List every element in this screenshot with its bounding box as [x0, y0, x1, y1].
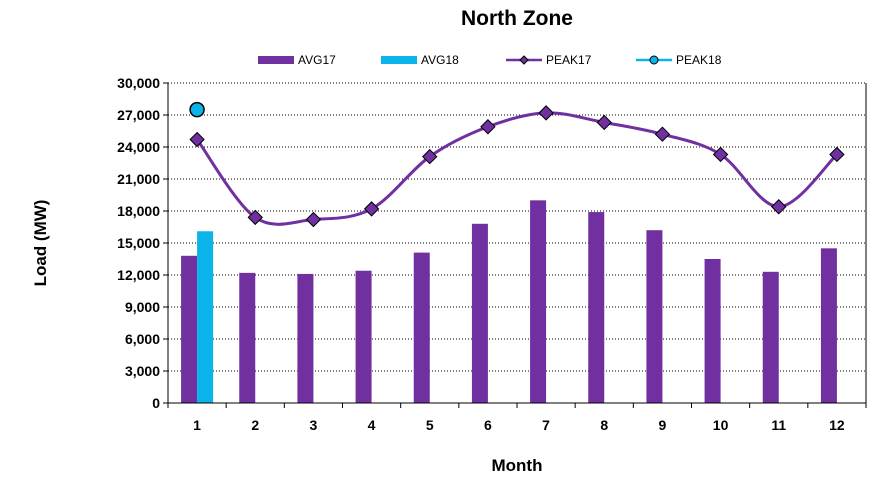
y-tick-label: 12,000: [117, 267, 160, 283]
x-tick-label: 2: [251, 417, 259, 433]
x-tick-label: 9: [659, 417, 667, 433]
legend-marker: [649, 55, 659, 65]
y-tick-label: 24,000: [117, 139, 160, 155]
bar-avg17: [471, 223, 488, 403]
point-peak17: [247, 209, 263, 226]
chart-title: North Zone: [461, 7, 573, 30]
lines: [195, 111, 838, 226]
bar-avg17: [297, 273, 314, 403]
bars: [181, 200, 837, 403]
bar-avg18: [197, 231, 214, 403]
bar-avg17: [530, 200, 547, 403]
y-tick-label: 18,000: [117, 203, 160, 219]
point-peak17: [712, 146, 729, 163]
point-peak17: [538, 105, 554, 121]
legend-item-avg17: AVG17: [258, 53, 336, 67]
legend-label: PEAK18: [676, 53, 722, 67]
y-tick-labels: 0 3,000 6,000 9,000 12,000 15,000 18,000 21,000…: [117, 75, 160, 411]
y-tick-label: 0: [152, 395, 160, 411]
x-tick-label: 3: [310, 417, 318, 433]
y-tick-label: 30,000: [117, 75, 160, 91]
bar-avg17: [355, 270, 372, 403]
y-tick-label: 3,000: [125, 363, 160, 379]
legend-item-peak17: PEAK17: [506, 53, 592, 67]
bar-avg17: [646, 230, 663, 403]
legend-item-avg18: AVG18: [381, 53, 459, 67]
x-tick-label: 12: [829, 417, 845, 433]
x-tick-label: 6: [484, 417, 492, 433]
bar-avg17: [762, 271, 779, 403]
bar-avg17: [413, 252, 430, 403]
bar-avg17: [239, 272, 256, 403]
y-tick-label: 27,000: [117, 107, 160, 123]
x-tick-label: 8: [600, 417, 608, 433]
axes: [167, 83, 867, 408]
bar-avg17: [181, 255, 198, 403]
x-tick-label: 5: [426, 417, 434, 433]
x-tick-label: 11: [771, 417, 786, 433]
legend-label: PEAK17: [546, 53, 592, 67]
bar-avg17: [820, 248, 837, 403]
legend-item-peak18: PEAK18: [636, 53, 722, 67]
point-peak17: [189, 131, 205, 148]
point-peak17: [596, 114, 612, 131]
x-tick-label: 1: [193, 417, 201, 433]
y-tick-label: 15,000: [117, 235, 160, 251]
legend-swatch: [258, 56, 294, 64]
legend-label: AVG17: [298, 53, 336, 67]
line-peak17: [195, 111, 838, 226]
point-peak17: [829, 146, 845, 163]
x-tick-labels: 1 2 3 4 5 6 7 8 9 10 11 12: [193, 417, 845, 433]
x-tick-label: 7: [542, 417, 550, 433]
point-peak17: [422, 148, 438, 165]
point-peak18: [189, 101, 205, 118]
legend-label: AVG18: [421, 53, 459, 67]
point-peak17: [363, 201, 380, 217]
legend: AVG17 AVG18 PEAK17 PEAK18: [258, 53, 722, 67]
bar-avg17: [588, 212, 605, 403]
y-axis-label: Load (MW): [31, 200, 50, 287]
point-peak17: [305, 211, 322, 228]
markers: [189, 101, 845, 228]
legend-marker: [519, 55, 529, 65]
y-tick-label: 6,000: [125, 331, 160, 347]
point-peak17: [480, 119, 496, 135]
x-tick-label: 10: [713, 417, 729, 433]
point-peak17: [771, 199, 787, 215]
x-axis-label: Month: [492, 456, 543, 475]
bar-avg17: [704, 259, 721, 403]
y-tick-label: 21,000: [117, 171, 160, 187]
legend-swatch: [381, 56, 417, 64]
x-tick-label: 4: [368, 417, 376, 433]
point-peak17: [654, 126, 671, 142]
y-tick-label: 9,000: [125, 299, 160, 315]
gridlines: [163, 82, 866, 404]
